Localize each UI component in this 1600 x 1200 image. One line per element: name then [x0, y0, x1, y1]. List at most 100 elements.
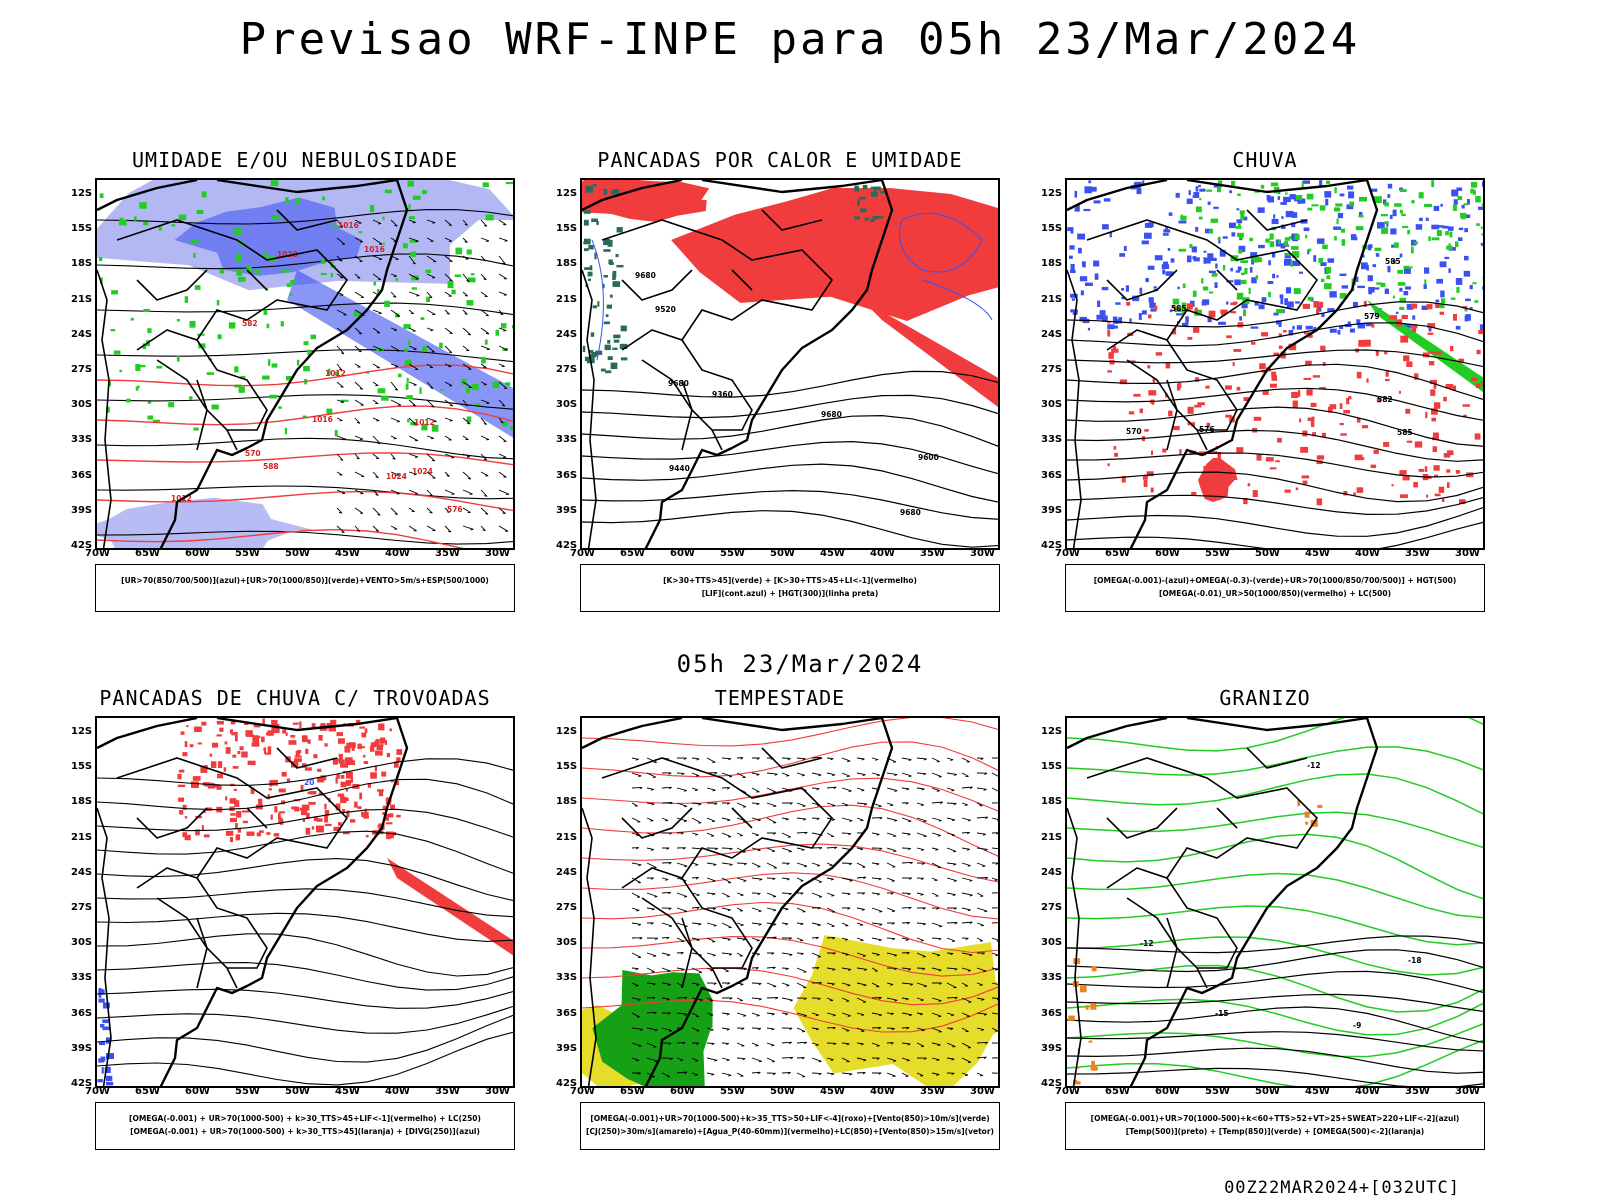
- latitude-label: 39S: [71, 1042, 93, 1054]
- latitude-label: 12S: [556, 188, 578, 199]
- latitude-label: 42S: [71, 1078, 93, 1089]
- latitude-label: 33S: [556, 972, 578, 984]
- longitude-label: 50W: [285, 548, 310, 559]
- longitude-label: 40W: [385, 1086, 410, 1097]
- longitude-label: 35W: [1405, 548, 1430, 559]
- longitude-label: 45W: [820, 1086, 845, 1097]
- longitude-label: 65W: [620, 548, 645, 559]
- latitude-label: 42S: [71, 540, 93, 551]
- map-area: 20: [95, 716, 515, 1088]
- longitude-label: 35W: [435, 548, 460, 559]
- legend-box: [OMEGA(-0.001)+UR>70(1000-500)+k<60+TTS>…: [1065, 1102, 1485, 1150]
- map-panel-2: PANCADAS POR CALOR E UMIDADE 9680 9680 9680…: [540, 148, 1020, 628]
- instability-band: [862, 300, 998, 407]
- latitude-label: 15S: [71, 761, 93, 773]
- longitude-label: 30W: [485, 548, 510, 559]
- latitude-label: 39S: [1041, 504, 1063, 516]
- rain-core: [1198, 458, 1238, 502]
- contour-label-3: -18: [1408, 956, 1422, 965]
- latitude-label: 21S: [71, 293, 93, 305]
- latitude-label: 42S: [556, 1078, 578, 1089]
- latitude-label: 21S: [71, 831, 93, 843]
- latitude-label: 30S: [556, 399, 578, 411]
- longitude-label: 50W: [770, 548, 795, 559]
- longitude-label: 40W: [870, 548, 895, 559]
- longitude-label: 60W: [1155, 1086, 1180, 1097]
- latitude-label: 21S: [1041, 293, 1063, 305]
- longitude-label: 50W: [285, 1086, 310, 1097]
- contour-label-0: 20: [304, 778, 314, 787]
- borders: [116, 747, 349, 989]
- humidity-south: [97, 497, 314, 548]
- map-area: 1012 1012 1012 1016 1020 1016 1024 1016 1024 570 5…: [95, 178, 515, 550]
- borders: [601, 209, 834, 451]
- panel-title: PANCADAS DE CHUVA C/ TROVOADAS: [99, 686, 491, 710]
- contour-label-10: 576: [447, 505, 463, 514]
- latitude-label: 21S: [556, 831, 578, 843]
- contour-label-9: 570: [245, 449, 261, 458]
- contour-label-12: 588: [263, 462, 279, 471]
- isobars: [97, 209, 513, 545]
- contour-label-5: 9520: [655, 305, 676, 314]
- longitude-label: 60W: [185, 1086, 210, 1097]
- thunderstorm-band: [387, 858, 513, 956]
- latitude-label: 15S: [556, 223, 578, 235]
- legend-box: [UR>70(850/700/500)](azul)+[UR>70(1000/8…: [95, 564, 515, 612]
- latitude-label: 30S: [71, 937, 93, 949]
- latitude-label: 33S: [1041, 972, 1063, 984]
- legend-line: [CJ(250)>30m/s](amarelo)+[Agua_P(40-60mm…: [586, 1127, 994, 1136]
- legend-box: [K>30+TTS>45](verde) + [K>30+TTS>45+LI<-…: [580, 564, 1000, 612]
- longitude-label: 40W: [385, 548, 410, 559]
- panel-title: GRANIZO: [1219, 686, 1311, 710]
- latitude-label: 15S: [556, 761, 578, 773]
- longitude-label: 50W: [1255, 548, 1280, 559]
- contour-label-6: 570: [1126, 427, 1142, 436]
- longitude-label: 65W: [620, 1086, 645, 1097]
- moist-band: [287, 270, 513, 438]
- borders: [1086, 209, 1319, 451]
- longitude-label: 65W: [135, 1086, 160, 1097]
- latitude-label: 18S: [1041, 258, 1063, 270]
- moisture-pixels: [582, 183, 628, 374]
- coastline: [582, 180, 894, 548]
- latitude-label: 24S: [556, 866, 578, 878]
- longitude-label: 55W: [720, 548, 745, 559]
- contour-label-3: 9680: [635, 271, 656, 280]
- longitude-label: 45W: [820, 548, 845, 559]
- contour-label-8: 1024: [386, 472, 407, 481]
- longitude-label: 60W: [1155, 548, 1180, 559]
- contour-label-1: 585: [1385, 257, 1401, 266]
- latitude-label: 24S: [71, 866, 93, 878]
- longitude-label: 60W: [670, 548, 695, 559]
- longitude-label: 65W: [135, 548, 160, 559]
- latitude-label: 33S: [71, 434, 93, 446]
- contour-label-0: 585: [1397, 428, 1413, 437]
- latitude-label: 12S: [71, 188, 93, 199]
- divergence-pixels: [97, 987, 114, 1086]
- longitude-label: 30W: [1455, 548, 1480, 559]
- panel-title: TEMPESTADE: [714, 686, 846, 710]
- latitude-label: 18S: [556, 796, 578, 808]
- coastline: [97, 180, 409, 548]
- legend-line: [OMEGA(-0.001)+UR>70(1000-500)+k<60+TTS>…: [1090, 1114, 1460, 1123]
- legend-line: [OMEGA(-0.001) + UR>70(1000-500) + k>30_…: [129, 1114, 481, 1123]
- legend-box: [OMEGA(-0.001)-(azul)+OMEGA(-0.3)-(verde…: [1065, 564, 1485, 612]
- latitude-label: 33S: [71, 972, 93, 984]
- borders: [116, 209, 349, 451]
- latitude-label: 42S: [1041, 1078, 1063, 1089]
- contour-label-11: 582: [242, 319, 258, 328]
- legend-line: [UR>70(850/700/500)](azul)+[UR>70(1000/8…: [121, 576, 489, 585]
- legend-line: [K>30+TTS>45](verde) + [K>30+TTS>45+LI<-…: [663, 576, 917, 585]
- longitude-label: 65W: [1105, 548, 1130, 559]
- latitude-label: 18S: [71, 258, 93, 270]
- latitude-label: 24S: [1041, 866, 1063, 878]
- instability-area: [671, 188, 998, 321]
- latitude-label: 18S: [71, 796, 93, 808]
- latitude-label: 15S: [1041, 223, 1063, 235]
- latitude-label: 30S: [1041, 937, 1063, 949]
- jet-core-area: [793, 935, 998, 1086]
- legend-line: [OMEGA(-0.001) + UR>70(1000-500) + k>30_…: [130, 1127, 480, 1136]
- longitude-label: 45W: [335, 548, 360, 559]
- temp-500-contours: [1067, 935, 1483, 1086]
